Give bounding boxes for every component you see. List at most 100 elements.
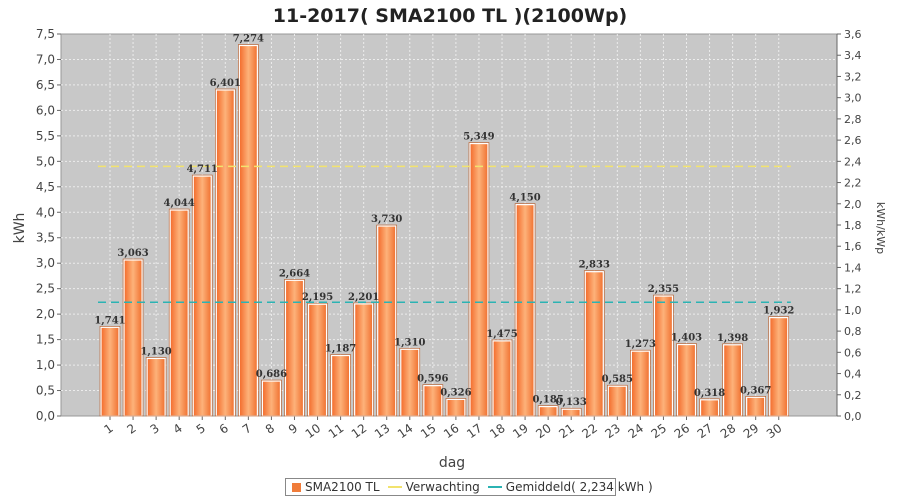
bar xyxy=(446,398,466,417)
bar xyxy=(676,343,697,417)
data-label: 1,273 xyxy=(625,339,656,350)
bar xyxy=(423,385,443,417)
x-tick-label: 16 xyxy=(441,421,462,441)
data-label: 1,398 xyxy=(717,333,748,344)
bar-outline xyxy=(468,142,490,417)
data-label: 0,326 xyxy=(440,387,471,398)
bar xyxy=(515,204,535,417)
legend-label-bars: SMA2100 TL xyxy=(305,480,380,494)
bar-outline xyxy=(445,398,467,417)
bar xyxy=(561,408,581,417)
data-label: 1,741 xyxy=(94,315,125,326)
bar xyxy=(284,279,305,417)
x-tick-label: 22 xyxy=(579,421,600,441)
bar-outline xyxy=(215,88,236,417)
x-tick-label: 23 xyxy=(602,421,623,441)
y2-tick-label: 0,0 xyxy=(844,410,862,423)
legend-swatch-expected xyxy=(387,486,402,488)
y2-axis-title: kWh/kWp xyxy=(874,202,887,254)
y2-tick-label: 1,6 xyxy=(844,240,862,253)
x-tick-label: 27 xyxy=(695,421,716,441)
y-tick-label: 1,0 xyxy=(36,358,55,372)
bar-outline xyxy=(284,279,305,417)
x-tick-label: 9 xyxy=(286,421,300,437)
bar-outline xyxy=(191,174,213,417)
data-label: 5,349 xyxy=(463,132,494,143)
y-tick-label: 2,0 xyxy=(36,307,55,321)
data-label: 6,401 xyxy=(210,78,241,89)
x-tick-label: 25 xyxy=(649,421,670,441)
bar xyxy=(630,350,650,417)
data-label: 1,187 xyxy=(325,344,356,355)
reference-lines xyxy=(98,165,791,303)
x-tick-label: 26 xyxy=(672,421,693,441)
bar xyxy=(653,295,674,417)
y2-tick-label: 0,6 xyxy=(844,346,862,359)
bar-outline xyxy=(699,398,720,417)
y-tick-label: 7,5 xyxy=(36,27,55,41)
data-label: 4,150 xyxy=(509,193,540,204)
data-label: 1,475 xyxy=(486,329,517,340)
bar xyxy=(261,380,282,417)
data-label: 3,730 xyxy=(371,214,402,225)
legend-item-bars: SMA2100 TL xyxy=(292,480,380,494)
data-label: 7,274 xyxy=(233,34,264,45)
x-tick-label: 28 xyxy=(718,421,739,441)
y-axis-ticks: 0,0 0,5 1,0 1,5 2,0 2,5 3,0 3,5 4,0 4,5 5,0 5,5 6,0 6… xyxy=(36,27,61,423)
y-tick-label: 7,0 xyxy=(36,52,55,66)
bar-outline xyxy=(261,379,282,417)
legend-label-expected: Verwachting xyxy=(405,480,480,494)
x-tick-label: 2 xyxy=(124,421,138,437)
bar-outline xyxy=(145,357,167,417)
data-label: 2,195 xyxy=(302,292,333,303)
bar-outline xyxy=(491,339,513,417)
y2-tick-label: 1,4 xyxy=(844,261,862,274)
bar-outline xyxy=(307,302,328,417)
y-tick-label: 4,5 xyxy=(36,180,55,194)
bar xyxy=(331,354,351,417)
bar xyxy=(169,209,189,417)
bar xyxy=(699,399,720,417)
bar xyxy=(100,326,120,417)
bar-outline xyxy=(607,384,628,417)
y2-tick-label: 3,6 xyxy=(844,28,862,41)
x-tick-label: 4 xyxy=(171,421,185,437)
y2-tick-label: 2,6 xyxy=(844,134,862,147)
bar xyxy=(192,175,212,417)
y2-tick-label: 2,0 xyxy=(844,198,862,211)
data-label: 2,833 xyxy=(579,260,610,271)
bar-outline xyxy=(330,354,351,417)
y-tick-label: 6,5 xyxy=(36,78,55,92)
y-axis-title: kWh xyxy=(12,213,28,244)
x-tick-label: 1 xyxy=(101,421,115,437)
bar-outline xyxy=(422,384,444,417)
x-tick-label: 29 xyxy=(741,421,762,441)
x-tick-label: 14 xyxy=(395,421,416,441)
x-tick-label: 20 xyxy=(533,421,554,441)
y2-tick-label: 1,0 xyxy=(844,304,862,317)
y-tick-label: 5,5 xyxy=(36,129,55,143)
y2-tick-label: 0,8 xyxy=(844,325,862,338)
data-label: 0,596 xyxy=(417,374,448,385)
bar-outline xyxy=(560,407,582,417)
plot-area xyxy=(60,33,838,417)
x-axis-ticks: 1 2 3 4 5 6 7 8 9 10 11 12 13 14 15 16 17 18 19 20 21 22 23 24 2… xyxy=(101,416,784,441)
bar xyxy=(400,348,420,417)
x-axis-title: dag xyxy=(439,455,465,471)
bar xyxy=(469,142,489,417)
y2-tick-label: 0,4 xyxy=(844,368,862,381)
y-tick-label: 1,5 xyxy=(36,333,55,347)
bar xyxy=(123,259,143,417)
bar-outline xyxy=(122,258,144,417)
legend-swatch-average xyxy=(487,486,502,488)
bar-series xyxy=(99,44,790,417)
y2-axis-ticks: 0,0 0,2 0,4 0,6 0,8 1,0 1,2 1,4 1,6 1,8 2,0 2,2 2,4 2… xyxy=(836,28,862,423)
bar xyxy=(238,44,258,417)
legend: SMA2100 TL Verwachting Gemiddeld( 2,234 … xyxy=(285,478,653,496)
y-tick-label: 6,0 xyxy=(36,103,55,117)
x-tick-label: 21 xyxy=(556,421,577,441)
data-label: 2,201 xyxy=(348,292,379,303)
y-tick-label: 2,5 xyxy=(36,282,55,296)
data-labels: 1,741 3,063 1,130 4,044 4,711 6,401 7,274 0,686… xyxy=(94,34,794,409)
x-tick-label: 12 xyxy=(349,421,370,441)
